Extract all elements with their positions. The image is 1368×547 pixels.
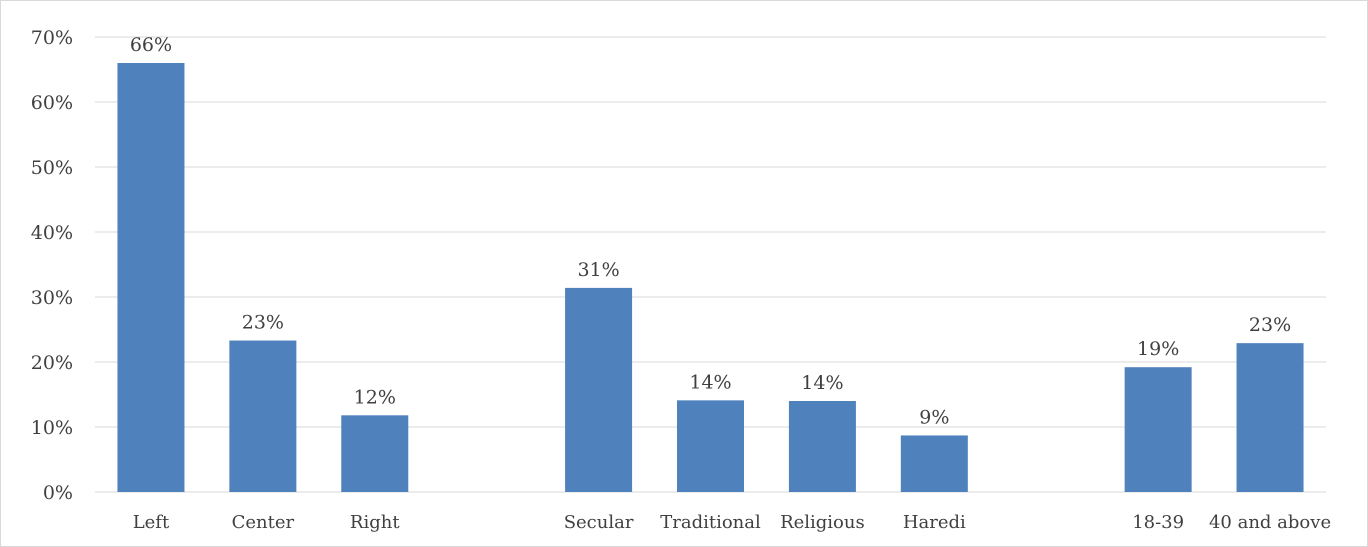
bars <box>117 63 1304 492</box>
data-label: 31% <box>577 259 619 281</box>
data-label: 23% <box>1249 314 1291 336</box>
y-tick-label: 40% <box>31 222 73 244</box>
x-tick-label: Left <box>133 512 170 533</box>
x-axis-labels: Left Center Right Secular Traditional Religio… <box>133 512 1331 533</box>
data-label: 19% <box>1137 338 1179 360</box>
y-tick-label: 70% <box>31 27 73 49</box>
data-label: 66% <box>130 34 172 56</box>
data-label: 14% <box>801 372 843 394</box>
y-tick-label: 30% <box>31 287 73 309</box>
data-label: 23% <box>242 312 284 334</box>
x-tick-label: Right <box>350 512 400 533</box>
x-tick-label: Traditional <box>660 512 761 533</box>
y-tick-label: 50% <box>31 157 73 179</box>
bar <box>788 401 856 492</box>
bar <box>341 415 409 492</box>
y-axis: 0% 10% 20% 30% 40% 50% 60% 70% <box>31 27 73 504</box>
gridlines <box>95 36 1326 493</box>
bar <box>677 400 744 492</box>
y-tick-label: 0% <box>43 482 73 504</box>
bar <box>117 63 185 492</box>
bar <box>1124 367 1192 492</box>
x-tick-label: 18-39 <box>1132 512 1184 533</box>
bar <box>1236 343 1304 492</box>
x-tick-label: Secular <box>564 512 634 533</box>
x-tick-label: Religious <box>780 512 865 533</box>
data-label: 14% <box>689 371 731 393</box>
x-tick-label: 40 and above <box>1209 512 1331 533</box>
bar <box>900 435 968 492</box>
bar <box>565 287 633 492</box>
data-label: 12% <box>354 386 396 408</box>
y-tick-label: 60% <box>31 92 73 114</box>
bar <box>229 340 297 492</box>
data-label: 9% <box>919 406 949 428</box>
x-tick-label: Haredi <box>903 512 966 533</box>
data-labels: 66% 23% 12% 31% 14% 14% 9% 19% 23% <box>130 34 1291 428</box>
y-tick-label: 10% <box>31 417 73 439</box>
x-tick-label: Center <box>232 512 295 533</box>
y-tick-label: 20% <box>31 352 73 374</box>
